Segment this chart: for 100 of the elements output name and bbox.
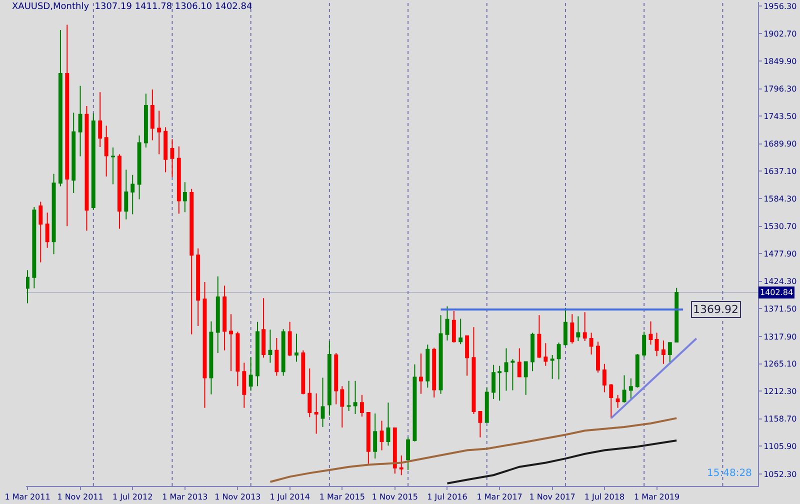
candlestick: [438, 314, 443, 394]
candlestick: [452, 310, 456, 344]
candlestick: [288, 321, 292, 357]
candlestick: [248, 356, 253, 392]
x-tick-label: 1 Mar 2017: [476, 492, 522, 502]
candlestick: [202, 282, 207, 408]
candlestick: [609, 384, 614, 419]
candlestick: [190, 188, 194, 335]
candlestick: [274, 337, 279, 376]
candlestick: [628, 378, 633, 401]
y-tick-label: 1849.90: [764, 56, 797, 66]
x-tick-label: 1 Mar 2013: [162, 492, 208, 502]
candlestick: [301, 350, 306, 395]
candlestick: [589, 332, 594, 356]
candlestick: [492, 364, 496, 400]
candlestick: [635, 354, 640, 388]
candlestick: [98, 92, 102, 148]
candlestick: [366, 411, 370, 464]
candlestick: [432, 347, 436, 398]
candlestick: [130, 174, 135, 215]
line-series: [269, 417, 678, 483]
candlestick: [668, 342, 672, 364]
candlestick: [517, 348, 522, 378]
candlestick: [654, 332, 659, 357]
candlestick: [661, 340, 666, 364]
candlestick: [334, 352, 338, 405]
x-tick-label: 1 Jul 2014: [270, 492, 310, 502]
y-tick-label: 1584.30: [764, 194, 797, 204]
candlestick: [380, 420, 384, 451]
y-tick-label: 1477.90: [764, 249, 797, 258]
candlestick: [242, 362, 246, 408]
candlestick: [256, 321, 260, 387]
candlestick: [353, 380, 358, 415]
x-tick-label: 1 Mar 2015: [319, 492, 365, 502]
candlestick: [648, 320, 653, 346]
y-tick-label: 1689.90: [764, 140, 797, 149]
candlestick: [576, 316, 580, 342]
candlestick: [176, 146, 181, 214]
candlestick: [52, 173, 56, 255]
candlestick: [426, 344, 430, 388]
candlestick: [222, 285, 227, 351]
candlestick: [504, 348, 508, 392]
annotation: 1369.92: [693, 303, 738, 316]
candlestick: [524, 360, 528, 396]
candlestick: [530, 332, 534, 372]
candlestick: [91, 112, 96, 210]
candlestick: [360, 394, 364, 418]
candlestick: [236, 331, 240, 387]
candlestick: [144, 93, 148, 148]
candlestick: [294, 333, 298, 362]
x-tick-label: 1 Mar 2011: [4, 492, 50, 502]
candlestick: [104, 125, 108, 177]
candlestick: [484, 387, 489, 424]
candlestick: [327, 340, 332, 416]
x-tick-label: 1 Mar 2019: [634, 492, 680, 502]
candlestick: [373, 413, 378, 460]
candlestick: [498, 365, 502, 402]
candlestick: [281, 328, 286, 376]
candlestick: [262, 298, 266, 358]
candlestick: [58, 29, 62, 187]
candlestick: [642, 331, 646, 358]
candlestick: [346, 380, 351, 412]
candlestick: [418, 352, 423, 394]
candlestick: [164, 126, 168, 173]
candlestick: [602, 363, 606, 393]
y-tick-label: 1105.90: [764, 442, 797, 451]
candlestick: [26, 270, 30, 304]
y-tick-label: 1530.70: [764, 222, 797, 232]
candlestick: [209, 320, 214, 395]
candlestick: [314, 392, 318, 434]
candlestick: [124, 169, 128, 220]
candlestick: [84, 106, 89, 232]
x-tick-label: 1 Nov 2015: [372, 492, 418, 502]
candlestick: [340, 386, 344, 428]
candlestick: [458, 318, 463, 345]
x-tick-label: 1 Jul 2012: [112, 492, 153, 502]
candlestick: [268, 329, 272, 364]
candlestick: [406, 436, 410, 470]
candlestick: [320, 377, 325, 428]
candlestick: [510, 358, 515, 391]
candlestick: [308, 368, 312, 418]
candlestick: [32, 206, 36, 289]
candlestick: [537, 314, 542, 359]
ref-line-label: 1402.84: [760, 288, 794, 297]
candlestick: [622, 374, 626, 404]
candlestick: [38, 201, 43, 263]
y-tick-label: 1796.30: [764, 84, 797, 94]
candlestick: [392, 427, 397, 474]
candlestick: [556, 342, 561, 380]
x-tick-label: 1 Jul 2018: [584, 492, 625, 502]
annotation: 15:48:28: [707, 468, 752, 479]
candlestick: [596, 341, 600, 374]
y-tick-label: 1424.30: [764, 277, 797, 286]
candlestick: [399, 454, 404, 476]
y-tick-label: 1371.50: [764, 304, 797, 314]
y-tick-label: 1637.10: [764, 167, 797, 176]
x-tick-label: 1 Nov 2017: [529, 492, 576, 502]
candlestick: [412, 364, 417, 442]
candlestick: [117, 154, 122, 230]
candlestick: [544, 342, 548, 366]
